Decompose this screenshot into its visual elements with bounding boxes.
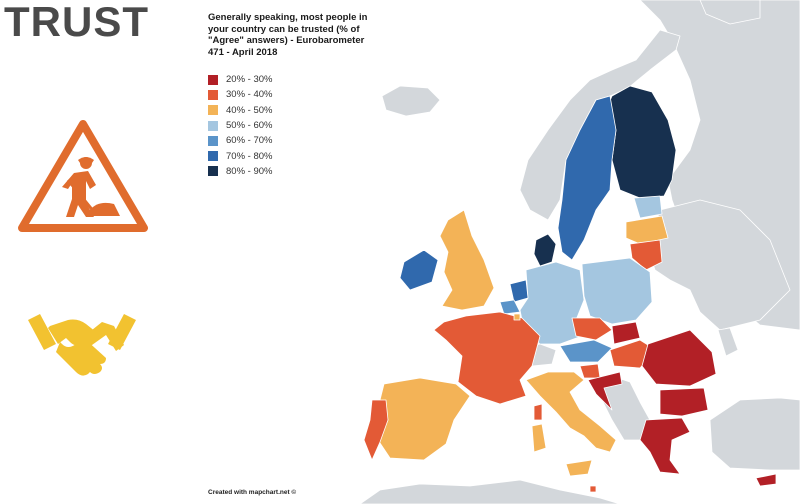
luxembourg [513,313,521,321]
germany [519,261,585,345]
moldova-region [717,327,739,357]
slovakia [611,321,641,345]
finland [605,85,677,199]
north-africa-region [359,479,621,504]
sicily [565,459,593,477]
czechia [571,317,613,341]
estonia [633,195,663,219]
legend-label: 20% - 30% [226,74,273,86]
legend-swatch [208,120,218,131]
legend-swatch [208,105,218,116]
portugal [363,399,389,461]
legend: 20% - 30% 30% - 40% 40% - 50% 50% - 60% … [208,72,272,179]
lithuania [629,239,663,271]
malta [589,485,597,493]
romania [641,329,717,387]
legend-label: 80% - 90% [226,165,273,177]
legend-item: 40% - 50% [208,103,272,118]
road-work-warning-icon [18,120,148,232]
legend-label: 40% - 50% [226,104,273,116]
sardinia [531,423,547,453]
corsica [533,403,543,421]
united-kingdom [439,209,495,311]
spain [377,377,471,461]
sweden [557,95,617,261]
belgium [499,299,521,315]
legend-item: 60% - 70% [208,133,272,148]
credit-text: Created with mapchart.net © [208,489,297,496]
legend-label: 50% - 60% [226,120,273,132]
bulgaria [659,387,709,417]
netherlands [509,279,529,303]
page-title: TRUST [4,0,149,45]
legend-label: 60% - 70% [226,135,273,147]
legend-swatch [208,151,218,162]
iceland-region [381,85,441,117]
legend-swatch [208,135,218,146]
handshake-icon [28,314,136,376]
legend-label: 70% - 80% [226,150,273,162]
legend-swatch [208,89,218,100]
italy [525,371,617,453]
legend-swatch [208,74,218,85]
poland [581,257,653,325]
croatia [587,371,623,411]
svalbard-region [699,0,761,25]
slovenia [579,363,601,379]
legend-item: 30% - 40% [208,87,272,102]
legend-item: 20% - 30% [208,72,272,87]
legend-item: 80% - 90% [208,164,272,179]
france [433,311,541,405]
ireland [399,249,439,291]
turkey-region [709,397,800,471]
denmark [533,233,557,267]
austria [559,339,613,363]
legend-swatch [208,166,218,177]
cyprus [755,473,777,487]
legend-item: 50% - 60% [208,118,272,133]
greece [639,417,691,475]
legend-heading: Generally speaking, most people in your … [208,12,368,58]
legend-label: 30% - 40% [226,89,273,101]
legend-item: 70% - 80% [208,148,272,163]
